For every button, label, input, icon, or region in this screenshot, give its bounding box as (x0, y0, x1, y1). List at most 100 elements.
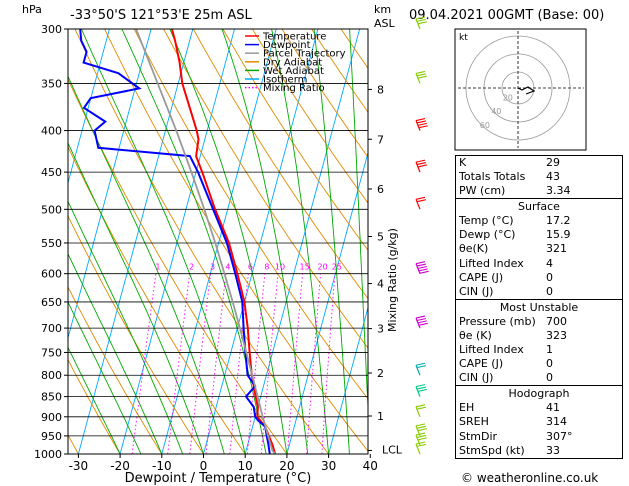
wind-barb-flag (416, 386, 427, 390)
dry-adiabat-line (68, 358, 121, 454)
index-value: 3.34 (546, 184, 571, 198)
wind-barb-flag (419, 270, 429, 274)
plot-frame (67, 28, 369, 455)
wind-barb-flag (417, 428, 427, 432)
index-label: StmSpd (kt) (459, 443, 525, 457)
height-axis: 8 7 6 5 4 3 2 1 LCL (368, 83, 403, 456)
index-label: Dewp (°C) (459, 228, 516, 242)
pressure-tick-label: 300 (41, 23, 62, 36)
pressure-tick-label: 1000 (34, 448, 62, 461)
wind-barb-flag (417, 265, 427, 270)
index-value: 17.2 (546, 214, 571, 228)
legend-label: Dry Adiabat (263, 57, 322, 68)
km-tick-label: 3 (377, 323, 384, 336)
isotherm-line (77, 29, 194, 454)
index-value: 33 (546, 443, 560, 457)
basic-indices: K 29 Totals Totals 43 PW (cm) 3.34 (456, 156, 622, 198)
index-row: Dewp (°C) 15.9 (456, 228, 622, 242)
dry-adiabat-line (68, 434, 79, 454)
wind-barb-flag (415, 423, 426, 427)
index-row: CAPE (J) 0 (456, 357, 622, 371)
index-row: Totals Totals 43 (456, 170, 622, 184)
wind-barb-flag (415, 315, 426, 319)
copyright-label: © weatheronline.co.uk (461, 471, 598, 485)
index-value: 700 (546, 314, 567, 328)
wind-barb-flag (415, 441, 426, 445)
wind-barb-flag (418, 125, 428, 129)
index-row: CIN (J) 0 (456, 285, 622, 299)
mixing-ratio-labels: 1 2 3 4 6 8 10 15 20 25 (155, 263, 342, 272)
wind-barb (415, 199, 421, 210)
isotherm-line (0, 29, 26, 454)
mixing-ratio-tick-label: 4 (225, 263, 230, 272)
mixing-ratio-tick-label: 6 (248, 263, 253, 272)
mixing-ratio-tick-label: 20 (318, 263, 328, 272)
temperature-tick-label: 0 (200, 459, 208, 473)
km-unit-label: km (374, 3, 391, 16)
pressure-axis: 300 350 400 450 500 550 600 650 700 750 800 850 900 9… (34, 23, 68, 461)
km-tick-label: 1 (377, 410, 384, 423)
dry-adiabat-line (222, 29, 368, 251)
km-tick-label: 5 (377, 230, 384, 243)
wet-adiabat-line (68, 200, 184, 454)
temperature-tick-label: 30 (321, 459, 336, 473)
dry-adiabat-line (68, 215, 204, 454)
index-value: 0 (546, 284, 553, 298)
index-label: θe(K) (459, 242, 489, 256)
pressure-unit-label: hPa (22, 3, 42, 16)
isotherm-line (286, 150, 368, 454)
dry-adiabat-line (281, 29, 368, 158)
index-row: StmDir 307° (456, 430, 622, 444)
lcl-label: LCL (382, 443, 403, 456)
mixing-ratio-axis-label: Mixing Ratio (g/kg) (386, 228, 399, 332)
index-value: 307° (546, 429, 573, 443)
x-axis-label: Dewpoint / Temperature (°C) (125, 471, 312, 486)
mixing-ratio-tick-label: 25 (332, 263, 342, 272)
index-row: CIN (J) 0 (456, 371, 622, 385)
wind-barb-flag (415, 261, 426, 265)
hodograph-ring-label: 20 (503, 93, 513, 102)
pressure-tick-label: 600 (41, 268, 62, 281)
index-label: CIN (J) (459, 371, 494, 385)
index-label: Totals Totals (459, 170, 526, 184)
isotherm-line (328, 305, 368, 454)
indices-table: K 29 Totals Totals 43 PW (cm) 3.34 Surface Te… (455, 155, 623, 459)
wind-barb-flag (416, 365, 427, 369)
index-row: CAPE (J) 0 (456, 271, 622, 285)
index-row: StmSpd (kt) 33 (456, 444, 622, 458)
temperature-tick-label: 10 (238, 459, 253, 473)
index-value: 0 (546, 371, 553, 385)
pressure-tick-label: 850 (41, 391, 62, 404)
dry-adiabat-line (0, 29, 37, 454)
pressure-tick-label: 650 (41, 296, 62, 309)
series-line-temperature (170, 29, 277, 454)
index-row: EH 41 (456, 401, 622, 415)
surface-heading: Surface (456, 198, 622, 214)
mixing-ratio-tick-label: 8 (264, 263, 269, 272)
legend-label: Dewpoint (263, 40, 311, 51)
km-tick-label: 8 (377, 83, 384, 96)
series-line-dewpoint (79, 29, 271, 454)
index-value: 29 (546, 156, 560, 169)
location-title: -33°50'S 121°53'E 25m ASL (70, 8, 252, 23)
wind-barb-flag (416, 161, 427, 166)
km-tick-label: 4 (377, 278, 384, 291)
wind-barb-flag (415, 404, 426, 408)
wind-barb-flag (416, 18, 427, 22)
index-label: Pressure (mb) (459, 314, 536, 328)
pressure-tick-label: 450 (41, 166, 62, 179)
km-tick-label: 2 (377, 367, 384, 380)
index-label: CAPE (J) (459, 357, 504, 371)
index-label: PW (cm) (459, 184, 506, 198)
hodograph-ring-label: 60 (480, 121, 490, 130)
mixing-ratio-line (131, 273, 157, 454)
index-value: 4 (546, 256, 553, 270)
legend-label: Temperature (262, 32, 326, 43)
wind-barb-flag (417, 320, 427, 324)
index-label: EH (459, 401, 475, 415)
index-row: Pressure (mb) 700 (456, 315, 622, 329)
wet-adiabat-line (68, 301, 142, 454)
isotherm-line (203, 29, 319, 454)
